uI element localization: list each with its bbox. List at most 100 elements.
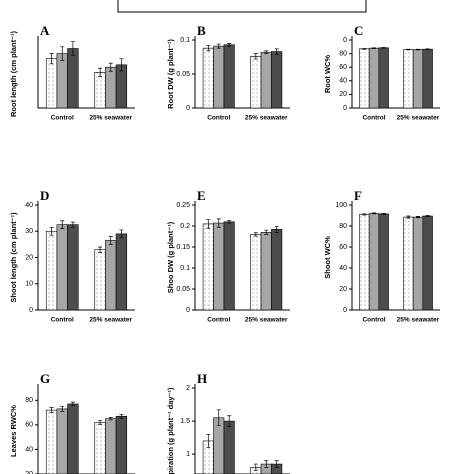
header-box — [117, 0, 367, 13]
y-tick-label: 30 — [25, 228, 33, 235]
bar — [250, 56, 262, 109]
x-tick-label: Control — [207, 317, 230, 324]
error-bar — [425, 48, 430, 50]
y-tick-label: 0.05 — [176, 71, 190, 78]
x-tick-label: 25% seawater — [245, 115, 288, 122]
bar — [271, 229, 283, 311]
panel-label: B — [197, 23, 206, 38]
bar — [223, 420, 235, 474]
error-bar — [206, 45, 211, 52]
error-bar — [253, 232, 258, 237]
panel-label: G — [40, 371, 50, 386]
error-bar — [49, 407, 54, 413]
error-bar — [60, 220, 65, 229]
error-bar — [70, 401, 75, 407]
y-axis-label: Root length (cm plant⁻¹) — [9, 30, 18, 117]
bar — [378, 47, 389, 109]
y-tick-label: 1 — [186, 451, 190, 458]
error-bar — [274, 226, 279, 233]
bar — [213, 222, 225, 311]
x-tick-label: 25% seawater — [245, 317, 288, 324]
error-bar — [227, 220, 232, 224]
y-tick-label: 40 — [25, 202, 33, 209]
y-axis-label: Shoo DW (g plant⁻¹) — [166, 221, 175, 293]
x-tick-label: Control — [362, 317, 385, 324]
error-bar — [381, 47, 386, 49]
bar — [67, 403, 79, 474]
y-tick-label: 0 — [343, 307, 347, 314]
y-tick-label: 60 — [339, 64, 347, 71]
error-bar — [406, 215, 411, 219]
bar — [260, 51, 272, 109]
error-bar — [98, 420, 103, 425]
error-bar — [253, 53, 258, 60]
bar — [202, 47, 214, 109]
bar — [271, 51, 283, 109]
error-bar — [49, 53, 54, 65]
bar — [412, 216, 424, 311]
error-bar — [227, 43, 232, 47]
y-tick-label: 80 — [339, 223, 347, 230]
error-bar — [70, 221, 75, 228]
bar — [94, 72, 106, 109]
y-tick-label: 10 — [25, 281, 33, 288]
bar — [368, 47, 380, 109]
bar — [105, 66, 117, 109]
error-bar — [406, 48, 411, 51]
error-bar — [108, 417, 113, 421]
bar — [202, 223, 214, 311]
bar — [359, 48, 370, 109]
error-bar — [49, 226, 54, 236]
error-bar — [98, 67, 103, 77]
error-bar — [227, 415, 232, 427]
bar — [250, 234, 262, 311]
panel-label: D — [40, 188, 49, 203]
y-tick-label: 40 — [339, 265, 347, 272]
error-bar — [70, 41, 75, 56]
bar — [115, 233, 128, 311]
y-tick-label: 100 — [335, 202, 347, 209]
bar — [94, 422, 106, 474]
panel-label: F — [354, 188, 362, 203]
bar — [223, 221, 235, 311]
error-bar — [60, 406, 65, 412]
bar — [105, 418, 117, 474]
y-tick-label: 40 — [339, 78, 347, 85]
error-bar — [216, 43, 221, 49]
error-bar — [274, 460, 279, 468]
y-tick-label: 20 — [25, 471, 33, 474]
error-bar — [362, 48, 367, 50]
error-bar — [362, 213, 367, 216]
y-tick-label: 0 — [186, 105, 190, 112]
x-tick-label: Control — [362, 115, 385, 122]
bar — [45, 409, 58, 474]
x-tick-label: 25% seawater — [89, 317, 132, 324]
error-bar — [60, 46, 65, 61]
y-axis-label: piration (g plant⁻¹ day⁻¹) — [166, 387, 175, 474]
error-bar — [119, 414, 124, 419]
y-axis-label: Shoot length (cm plant⁻¹) — [9, 212, 18, 303]
x-tick-label: 25% seawater — [397, 317, 440, 324]
panel-label: A — [40, 23, 50, 38]
bar — [223, 44, 235, 109]
y-tick-label: 60 — [339, 244, 347, 251]
y-tick-label: 1.5 — [180, 418, 190, 425]
bar — [67, 224, 79, 311]
error-bar — [381, 213, 386, 215]
x-tick-label: Control — [51, 317, 74, 324]
error-bar — [216, 218, 221, 228]
y-tick-label: 0.1 — [180, 265, 190, 272]
bar — [94, 249, 106, 311]
error-bar — [216, 409, 221, 427]
x-tick-label: 25% seawater — [89, 115, 132, 122]
y-tick-label: 80 — [25, 397, 33, 404]
y-axis-label: Shoot WC% — [323, 236, 332, 279]
error-bar — [372, 212, 376, 215]
error-bar — [264, 229, 269, 235]
bar — [412, 49, 424, 109]
y-tick-label: 0.05 — [176, 286, 190, 293]
error-bar — [274, 48, 279, 55]
y-tick-label: 20 — [339, 286, 347, 293]
bar — [213, 417, 225, 474]
error-bar — [416, 215, 420, 219]
